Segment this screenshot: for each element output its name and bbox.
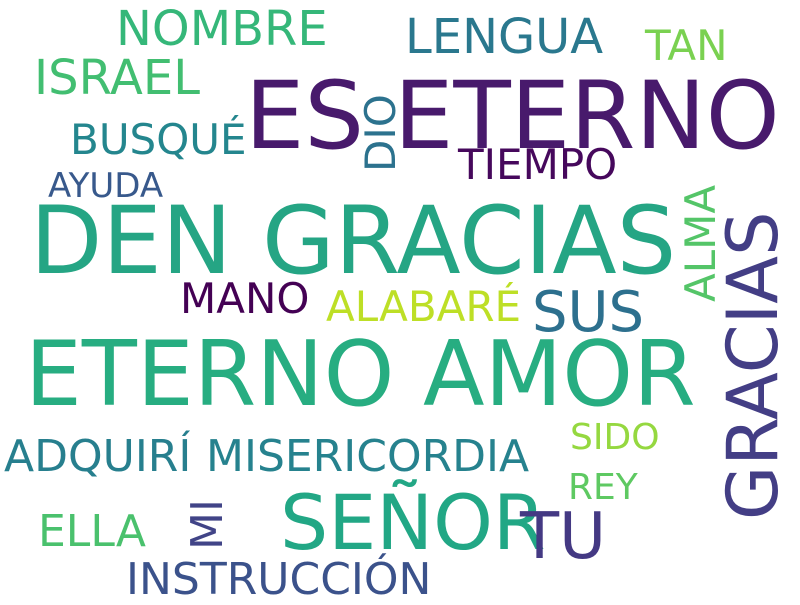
word-mano: MANO <box>180 274 310 323</box>
word-israel: ISRAEL <box>34 50 200 106</box>
word-alabare: ALABARÉ <box>326 282 522 331</box>
word-dio: DIO <box>356 94 405 172</box>
word-gracias: GRACIAS <box>712 211 794 520</box>
word-rey: REY <box>568 467 638 508</box>
word-busque: BUSQUÉ <box>70 115 247 164</box>
word-mi: MI <box>182 499 233 550</box>
word-tu: TU <box>520 500 606 574</box>
word-senor: SEÑOR <box>280 478 546 567</box>
word-adquiri: ADQUIRÍ <box>4 431 192 482</box>
word-instruccion: INSTRUCCIÓN <box>126 554 432 605</box>
word-es-eterno: ES ETERNO <box>245 62 780 171</box>
word-nombre: NOMBRE <box>116 1 328 57</box>
word-lengua: LENGUA <box>405 9 604 65</box>
word-den-gracias: DEN GRACIAS <box>30 187 677 296</box>
word-misericordia: MISERICORDIA <box>206 431 530 482</box>
word-eterno-amor: ETERNO AMOR <box>25 322 696 427</box>
word-sido: SIDO <box>570 417 660 458</box>
word-tiempo: TIEMPO <box>458 140 618 189</box>
word-ayuda: AYUDA <box>48 166 164 206</box>
word-sus: SUS <box>532 280 645 345</box>
word-ella: ELLA <box>38 506 146 557</box>
word-tan: TAN <box>645 21 728 70</box>
